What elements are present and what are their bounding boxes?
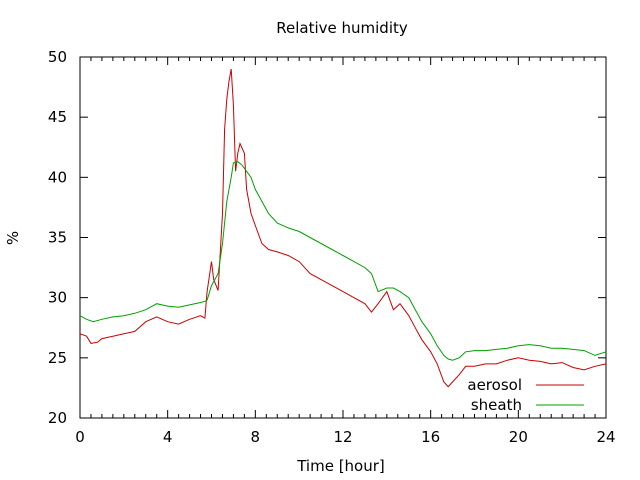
x-tick-label: 20: [509, 428, 528, 446]
plot-frame: [79, 56, 607, 419]
series-lines: [79, 68, 607, 388]
x-tick-label: 24: [596, 428, 615, 446]
legend-label-aerosol: aerosol: [467, 376, 522, 394]
y-tick-label: 20: [48, 409, 67, 427]
y-tick-label: 45: [48, 108, 67, 126]
legend-label-sheath: sheath: [471, 396, 522, 414]
x-tick-label: 16: [421, 428, 440, 446]
x-tick-label: 12: [333, 428, 352, 446]
chart-title: Relative humidity: [276, 19, 408, 37]
x-axis-label: Time [hour]: [296, 457, 385, 475]
series-line-sheath: [79, 161, 607, 361]
y-tick-label: 25: [48, 349, 67, 367]
legend: aerosol sheath: [467, 376, 584, 414]
x-tick-label: 4: [163, 428, 173, 446]
x-tick-label: 8: [251, 428, 261, 446]
y-tick-label: 35: [48, 229, 67, 247]
x-tick-label: 0: [75, 428, 85, 446]
axis-ticks: 0 4 8 12 16 20 24 20 25 30 35 40 45 50: [48, 48, 616, 446]
series-line-aerosol: [79, 68, 607, 388]
y-tick-label: 30: [48, 289, 67, 307]
y-axis-label: %: [4, 231, 22, 245]
y-tick-label: 50: [48, 48, 67, 66]
y-tick-label: 40: [48, 168, 67, 186]
